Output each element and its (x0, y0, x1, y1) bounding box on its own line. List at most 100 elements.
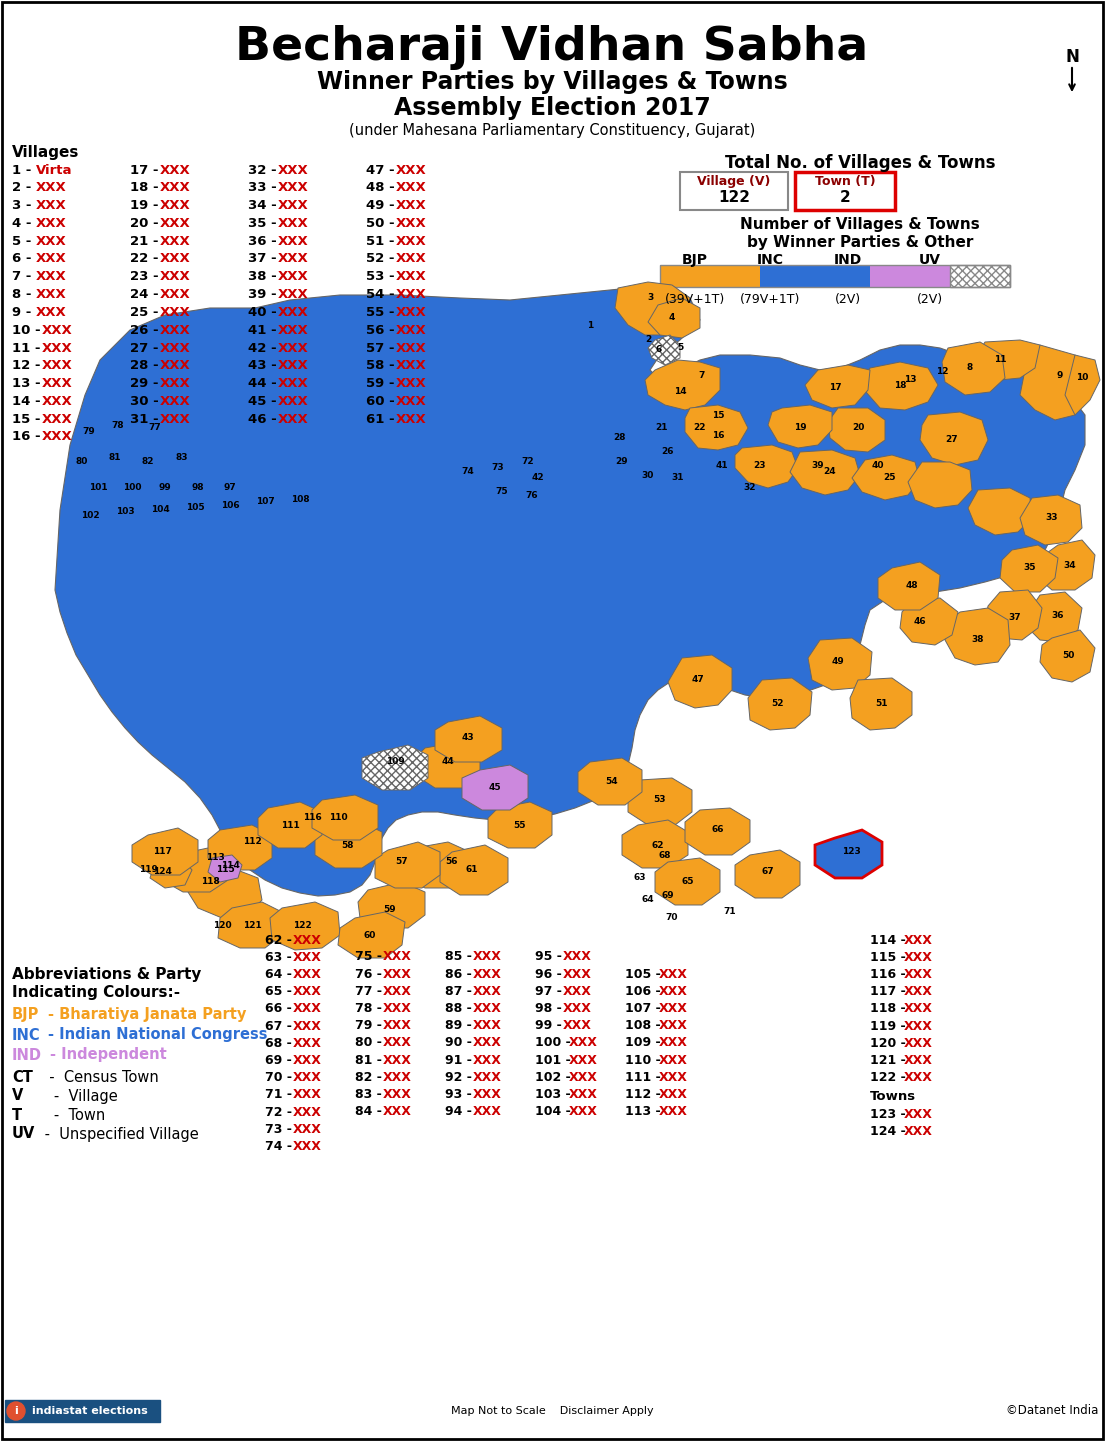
Text: XXX: XXX (277, 252, 308, 265)
Text: 32 -: 32 - (248, 163, 282, 176)
Text: 50 -: 50 - (366, 218, 399, 231)
Text: 68: 68 (659, 850, 671, 859)
Text: IND: IND (12, 1048, 42, 1062)
Polygon shape (315, 821, 382, 867)
Bar (660, 265, 760, 287)
Text: XXX: XXX (383, 1019, 412, 1032)
Text: 71: 71 (724, 908, 736, 916)
Text: 59 -: 59 - (366, 378, 399, 391)
Text: 60: 60 (364, 931, 376, 940)
Text: Indicating Colours:-: Indicating Colours:- (12, 986, 180, 1000)
Text: XXX: XXX (277, 395, 308, 408)
Polygon shape (735, 445, 798, 488)
Polygon shape (162, 847, 228, 892)
Polygon shape (131, 829, 198, 875)
Text: XXX: XXX (159, 342, 190, 354)
Text: 108 -: 108 - (625, 1019, 665, 1032)
Text: 30 -: 30 - (130, 395, 164, 408)
Text: XXX: XXX (293, 986, 322, 999)
Text: 118: 118 (201, 878, 220, 886)
Text: 61 -: 61 - (366, 412, 399, 425)
Text: 27 -: 27 - (130, 342, 164, 354)
Text: 68 -: 68 - (265, 1036, 296, 1049)
Text: (79V+1T): (79V+1T) (740, 293, 800, 305)
Text: XXX: XXX (277, 378, 308, 391)
Text: 6 -: 6 - (12, 252, 36, 265)
Polygon shape (852, 455, 920, 500)
Text: 20 -: 20 - (130, 218, 164, 231)
Text: XXX: XXX (159, 359, 190, 372)
Text: 76 -: 76 - (355, 968, 387, 981)
Text: 113 -: 113 - (625, 1105, 665, 1118)
Text: XXX: XXX (396, 378, 427, 391)
Text: 74: 74 (462, 467, 474, 477)
Text: XXX: XXX (42, 324, 72, 337)
Text: 63 -: 63 - (265, 951, 296, 964)
Text: XXX: XXX (159, 395, 190, 408)
Text: XXX: XXX (904, 1108, 933, 1121)
Text: 108: 108 (291, 496, 309, 504)
Text: T: T (12, 1108, 22, 1123)
Polygon shape (850, 679, 912, 731)
Text: i: i (14, 1406, 18, 1417)
Text: 12: 12 (936, 367, 948, 376)
Text: 24: 24 (823, 467, 836, 477)
Text: 120 -: 120 - (870, 1036, 911, 1049)
Bar (794, 171, 895, 210)
Text: 113: 113 (206, 853, 224, 863)
Text: 107 -: 107 - (625, 1001, 665, 1014)
Text: XXX: XXX (568, 1071, 598, 1084)
Text: 121 -: 121 - (870, 1053, 911, 1066)
Text: 16 -: 16 - (12, 431, 45, 444)
Text: XXX: XXX (277, 288, 308, 301)
Text: XXX: XXX (277, 305, 308, 318)
Text: XXX: XXX (159, 199, 190, 212)
Text: 31 -: 31 - (130, 412, 164, 425)
Polygon shape (338, 912, 406, 958)
Text: Village (V): Village (V) (697, 176, 770, 189)
Text: 86 -: 86 - (445, 968, 476, 981)
Text: 122 -: 122 - (870, 1071, 911, 1084)
Text: 21 -: 21 - (130, 235, 164, 248)
Text: 32: 32 (744, 484, 756, 493)
Text: 97: 97 (223, 484, 236, 493)
Text: 97 -: 97 - (535, 984, 566, 999)
Text: 39 -: 39 - (248, 288, 282, 301)
Polygon shape (615, 282, 690, 334)
Text: 109 -: 109 - (625, 1036, 665, 1049)
Text: 57: 57 (396, 857, 409, 866)
Text: XXX: XXX (383, 1053, 412, 1066)
Text: -  Census Town: - Census Town (40, 1069, 159, 1085)
Polygon shape (748, 679, 812, 731)
Bar (870, 265, 950, 287)
Text: 79 -: 79 - (355, 1019, 387, 1032)
Text: 36: 36 (1052, 611, 1064, 620)
Text: XXX: XXX (159, 252, 190, 265)
Polygon shape (435, 716, 502, 762)
Text: 70: 70 (665, 914, 678, 922)
Text: 24 -: 24 - (130, 288, 164, 301)
Text: 93 -: 93 - (445, 1088, 476, 1101)
Text: 116: 116 (303, 814, 322, 823)
Text: 47 -: 47 - (366, 163, 399, 176)
Text: BJP: BJP (12, 1007, 40, 1023)
Text: 90 -: 90 - (445, 1036, 476, 1049)
Polygon shape (945, 608, 1010, 664)
Text: XXX: XXX (904, 934, 933, 947)
Text: 8: 8 (967, 363, 974, 373)
Text: 11 -: 11 - (12, 342, 45, 354)
Text: 99 -: 99 - (535, 1019, 566, 1032)
Text: 66 -: 66 - (265, 1003, 296, 1016)
Text: 103 -: 103 - (535, 1088, 575, 1101)
Text: 110: 110 (328, 814, 347, 823)
Polygon shape (1028, 592, 1082, 643)
Text: XXX: XXX (42, 431, 72, 444)
Text: XXX: XXX (277, 218, 308, 231)
Text: -  Village: - Village (40, 1088, 118, 1104)
Text: XXX: XXX (293, 951, 322, 964)
Text: XXX: XXX (396, 412, 427, 425)
Polygon shape (685, 808, 750, 855)
Text: XXX: XXX (159, 378, 190, 391)
Text: 53 -: 53 - (366, 271, 399, 284)
Text: 70 -: 70 - (265, 1071, 296, 1084)
